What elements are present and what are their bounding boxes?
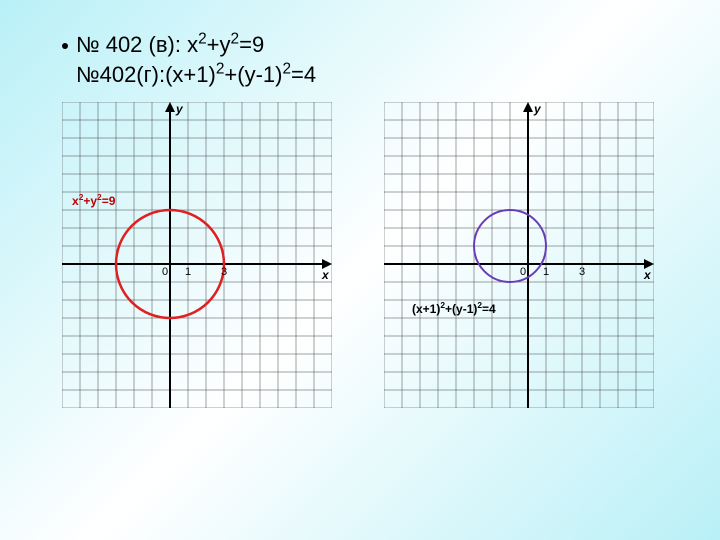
bullet-icon: [62, 43, 68, 49]
tick-label: 0: [162, 266, 168, 278]
graph-2: y x 0 1 3 (x+1)2+(y-1)2=4: [384, 102, 654, 408]
title-block: № 402 (в): x2+y2=9 №402(г):(х+1)2+(у-1)2…: [62, 30, 316, 89]
graph-1: y x 0 1 3 x2+y2=9: [62, 102, 332, 408]
equation-label: x2+y2=9: [72, 194, 115, 208]
title1-prefix: № 402 (в):: [76, 32, 187, 57]
tick-label: 1: [185, 266, 191, 278]
equation-label: (x+1)2+(y-1)2=4: [412, 302, 496, 316]
x-axis-label: x: [644, 268, 651, 282]
title-line-2: №402(г):(х+1)2+(у-1)2=4: [62, 60, 316, 90]
y-axis-label: y: [534, 102, 541, 116]
tick-label: 1: [543, 266, 549, 278]
graphs-row: y x 0 1 3 x2+y2=9 y x 0 1 3 (x+1)2+(y-1)2=4: [62, 102, 654, 408]
coordinate-plane: [384, 102, 654, 408]
title-line-1: № 402 (в): x2+y2=9: [62, 30, 316, 60]
tick-label: 3: [221, 266, 227, 278]
coordinate-plane: [62, 102, 332, 408]
tick-label: 3: [579, 266, 585, 278]
x-axis-label: x: [322, 268, 329, 282]
y-axis-label: y: [176, 102, 183, 116]
tick-label: 0: [520, 266, 526, 278]
